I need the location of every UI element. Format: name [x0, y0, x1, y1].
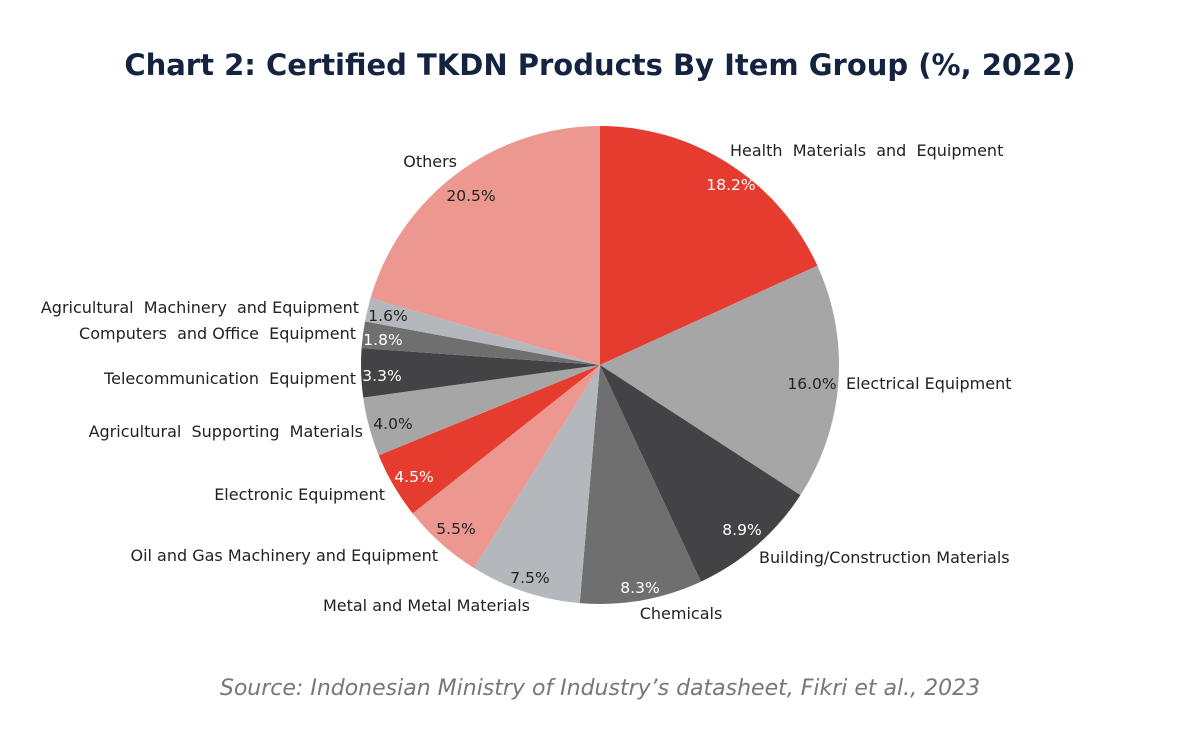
slice-value-label: 4.0% [373, 415, 412, 433]
slice-category-label: Electrical Equipment [846, 374, 1011, 393]
pie-slice [600, 265, 839, 496]
source-note: Source: Indonesian Ministry of Industry’… [219, 676, 981, 701]
slice-category-label: Agricultural Machinery and Equipment [41, 298, 359, 317]
pie-slice [579, 365, 701, 605]
slice-value-label: 8.3% [620, 579, 659, 597]
pie-slice [412, 365, 600, 569]
slice-value-label: 3.3% [362, 367, 401, 385]
slice-value-label: 1.8% [363, 331, 402, 349]
pie-slice [473, 365, 600, 604]
slice-category-label: Chemicals [640, 604, 723, 623]
slice-value-label: 18.2% [706, 176, 755, 194]
slice-value-label: 16.0% [787, 375, 836, 393]
slice-value-label: 1.6% [368, 307, 407, 325]
slice-value-label: 8.9% [722, 521, 761, 539]
slice-category-label: Agricultural Supporting Materials [89, 422, 363, 441]
slice-category-label: Metal and Metal Materials [323, 596, 530, 615]
pie-slice [363, 365, 600, 456]
slice-category-label: Telecommunication Equipment [103, 369, 356, 388]
pie-slice [378, 365, 600, 514]
pie-slice [361, 321, 600, 365]
pie-slice [600, 365, 801, 582]
pie-slice [600, 126, 818, 365]
slice-category-label: Building/Construction Materials [759, 548, 1010, 567]
slice-value-label: 7.5% [510, 569, 549, 587]
slice-value-label: 4.5% [394, 468, 433, 486]
slice-value-label: 5.5% [436, 520, 475, 538]
pie-slice [361, 348, 600, 398]
slice-category-label: Others [403, 152, 457, 171]
slice-category-label: Health Materials and Equipment [730, 141, 1003, 160]
slice-category-label: Oil and Gas Machinery and Equipment [130, 546, 438, 565]
chart-title: Chart 2: Certified TKDN Products By Item… [124, 48, 1076, 82]
pie-slice [370, 126, 600, 365]
slice-category-label: Computers and Office Equipment [79, 324, 356, 343]
slice-category-label: Electronic Equipment [214, 485, 385, 504]
pie-slice [365, 298, 600, 365]
slice-value-label: 20.5% [446, 187, 495, 205]
